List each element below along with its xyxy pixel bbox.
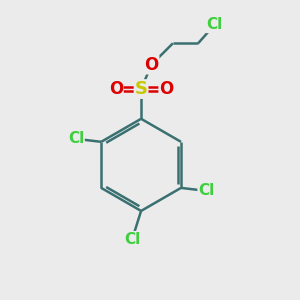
Text: O: O: [144, 56, 159, 74]
Text: Cl: Cl: [206, 17, 223, 32]
Text: Cl: Cl: [198, 183, 214, 198]
Text: O: O: [159, 80, 173, 98]
Text: O: O: [109, 80, 123, 98]
Text: S: S: [135, 80, 148, 98]
Text: Cl: Cl: [68, 131, 84, 146]
Text: Cl: Cl: [124, 232, 140, 247]
